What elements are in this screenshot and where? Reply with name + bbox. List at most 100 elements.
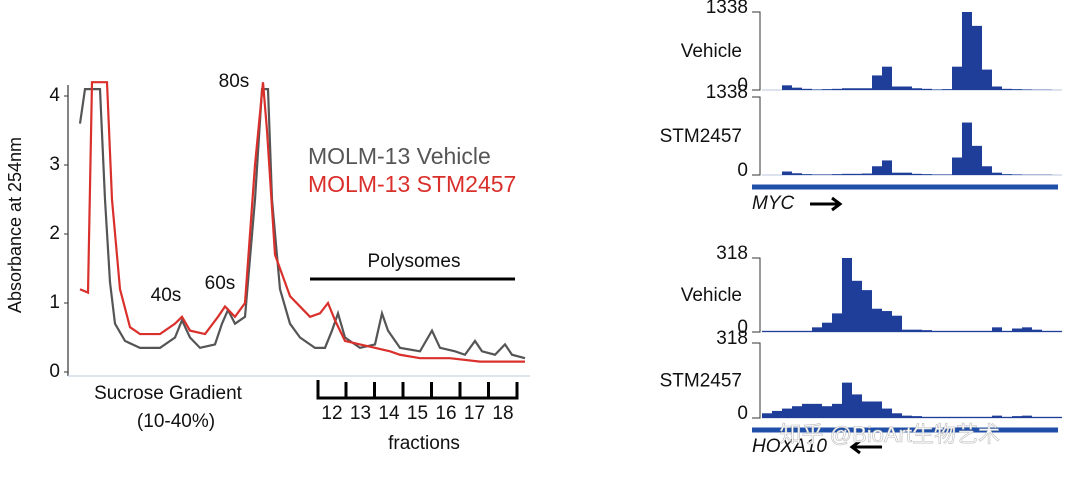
coverage-bar [922,88,932,90]
coverage-bar [842,258,852,332]
gene-arrow [810,196,843,212]
coverage-bar [792,173,802,175]
coverage-bar [882,160,892,175]
coverage-bar [772,410,782,418]
coverage-bar [942,330,952,332]
gene-label: HOXA10 [752,436,827,457]
y-tick-label: 318 [716,243,748,264]
y-tick-label: 1338 [706,82,748,103]
y-tick-label: 2 [49,223,60,244]
coverage-bar [812,327,822,332]
coverage-bar [802,330,812,332]
coverage-bar [792,87,802,90]
coverage-bar [852,280,862,332]
coverage-bar [762,413,772,418]
coverage-bar [972,416,982,418]
coverage-bar [902,415,912,418]
coverage-bar [872,401,882,418]
coverage-bar [962,12,972,90]
annotation: (10-40%) [137,411,215,432]
coverage-bar [782,85,792,90]
coverage-bar [982,69,992,90]
y-tick-label: 0 [737,75,748,96]
coverage-bar [932,330,942,332]
annotation: 60s [205,273,236,294]
coverage-bar [762,330,772,332]
fraction-label: 12 [321,403,342,424]
coverage-bar [782,171,792,175]
profile-line [78,88,526,360]
annotation: Polysomes [368,251,461,272]
coverage-bar [992,327,1002,332]
coverage-bar [1002,330,1012,332]
track-bracket [752,342,761,419]
coverage-bar [992,172,1002,175]
coverage-bar [902,172,912,175]
y-tick-label: 1338 [706,0,748,18]
coverage-bar [952,330,962,332]
coverage-bar [1052,416,1062,418]
coverage-bar [822,89,832,90]
coverage-bar [1002,174,1012,175]
coverage-bar [942,174,952,175]
coverage-bar [892,413,902,418]
coverage-bar [832,403,842,418]
coverage-bar [962,416,972,418]
coverage-bar [912,416,922,418]
coverage-bar [852,394,862,418]
coverage-bar [882,408,892,418]
coverage-bar [1042,330,1052,332]
watermark: 知乎 @BioArt生物艺术 [780,422,1000,447]
coverage-bar [952,157,962,175]
coverage-bar [922,174,932,175]
coverage-bar [912,88,922,90]
coverage-bar [892,315,902,332]
coverage-bar [922,330,932,332]
legend-entry: MOLM-13 Vehicle [308,143,491,169]
coverage-bar [852,88,862,90]
coverage-bar [802,403,812,418]
coverage-bar [892,86,902,90]
coverage-bar [902,329,912,332]
coverage-bar [862,290,872,332]
coverage-bar [1002,416,1012,418]
fraction-label: 13 [350,403,371,424]
coverage-bar [802,88,812,90]
y-tick-label: 4 [49,85,60,106]
coverage-bar [952,416,962,418]
y-tick-label: 318 [716,328,748,349]
annotation: 40s [151,285,182,306]
coverage-bar [812,174,822,175]
gene-label: MYC [752,193,795,214]
coverage-bar [792,330,802,332]
coverage-bar [962,122,972,175]
track-bracket [752,96,761,176]
coverage-bar [832,174,842,175]
coverage-bar [1022,415,1032,418]
track-label: STM2457 [660,126,742,147]
track-bracket [752,11,761,91]
fraction-label: 18 [492,403,513,424]
coverage-bar [972,25,982,91]
coverage-bar [912,173,922,175]
coverage-bar [892,172,902,175]
y-tick-label: 0 [49,361,60,382]
track-label: Vehicle [681,41,742,62]
coverage-bar [822,406,832,418]
coverage-bar [842,88,852,90]
coverage-bar [852,173,862,175]
coverage-bar [932,89,942,90]
coverage-bar [872,75,882,90]
fraction-label: 14 [378,403,400,424]
coverage-bar [992,415,1002,418]
track-label: STM2457 [660,371,742,392]
track-bracket [752,257,761,333]
coverage-bar [992,86,1002,90]
fraction-bracket [316,380,519,400]
coverage-bar [832,313,842,332]
coverage-bar [792,406,802,418]
coverage-bar [1022,89,1032,90]
coverage-bar [942,416,952,418]
coverage-bar [832,88,842,90]
